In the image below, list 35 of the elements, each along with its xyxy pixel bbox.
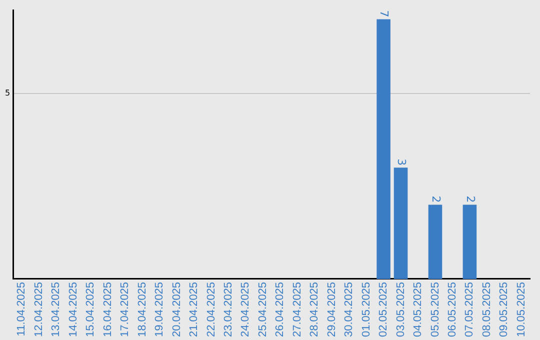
x-tick-label: 17.04.2025	[119, 282, 132, 338]
x-tick-label: 04.05.2025	[412, 282, 424, 338]
x-tick-label: 19.04.2025	[154, 282, 166, 338]
data-label: 2	[429, 196, 442, 203]
x-tick-label: 13.04.2025	[50, 282, 62, 338]
y-tick-label: 5	[4, 88, 10, 98]
data-label: 7	[378, 10, 391, 18]
x-tick-label: 23.04.2025	[222, 282, 234, 338]
x-tick-label: 11.04.2025	[16, 282, 28, 336]
x-tick-label: 07.05.2025	[464, 282, 476, 338]
x-tick-label: 09.05.2025	[498, 282, 510, 338]
x-tick-label: 20.04.2025	[170, 282, 183, 338]
x-tick-label: 02.05.2025	[378, 282, 390, 338]
x-tick-label: 29.04.2025	[326, 282, 338, 338]
x-tick-label: 24.04.2025	[240, 282, 252, 338]
x-tick-label: 18.04.2025	[136, 282, 148, 338]
x-tick-label: 03.05.2025	[394, 282, 407, 338]
x-tick-label: 06.05.2025	[446, 282, 458, 338]
x-tick-label: 15.04.2025	[84, 282, 97, 338]
x-tick-label: 30.04.2025	[343, 282, 356, 338]
x-tick-label: 22.04.2025	[205, 282, 218, 338]
x-tick-label: 10.05.2025	[515, 282, 528, 338]
x-tick-label: 08.05.2025	[480, 282, 493, 338]
x-tick-label: 16.04.2025	[102, 282, 114, 338]
x-tick-label: 05.05.2025	[429, 282, 442, 338]
x-tick-label: 27.04.2025	[291, 282, 304, 338]
data-label: 2	[464, 196, 477, 203]
x-tick-label: 25.04.2025	[256, 282, 269, 338]
x-tick-label: 21.04.2025	[188, 282, 200, 338]
x-tick-label: 28.04.2025	[308, 282, 321, 338]
x-tick-label: 26.04.2025	[274, 282, 286, 338]
x-tick-label: 12.04.2025	[32, 282, 45, 338]
x-tick-label: 14.04.2025	[67, 282, 80, 338]
x-tick-label: 01.05.2025	[360, 282, 372, 338]
data-label: 3	[394, 158, 408, 166]
